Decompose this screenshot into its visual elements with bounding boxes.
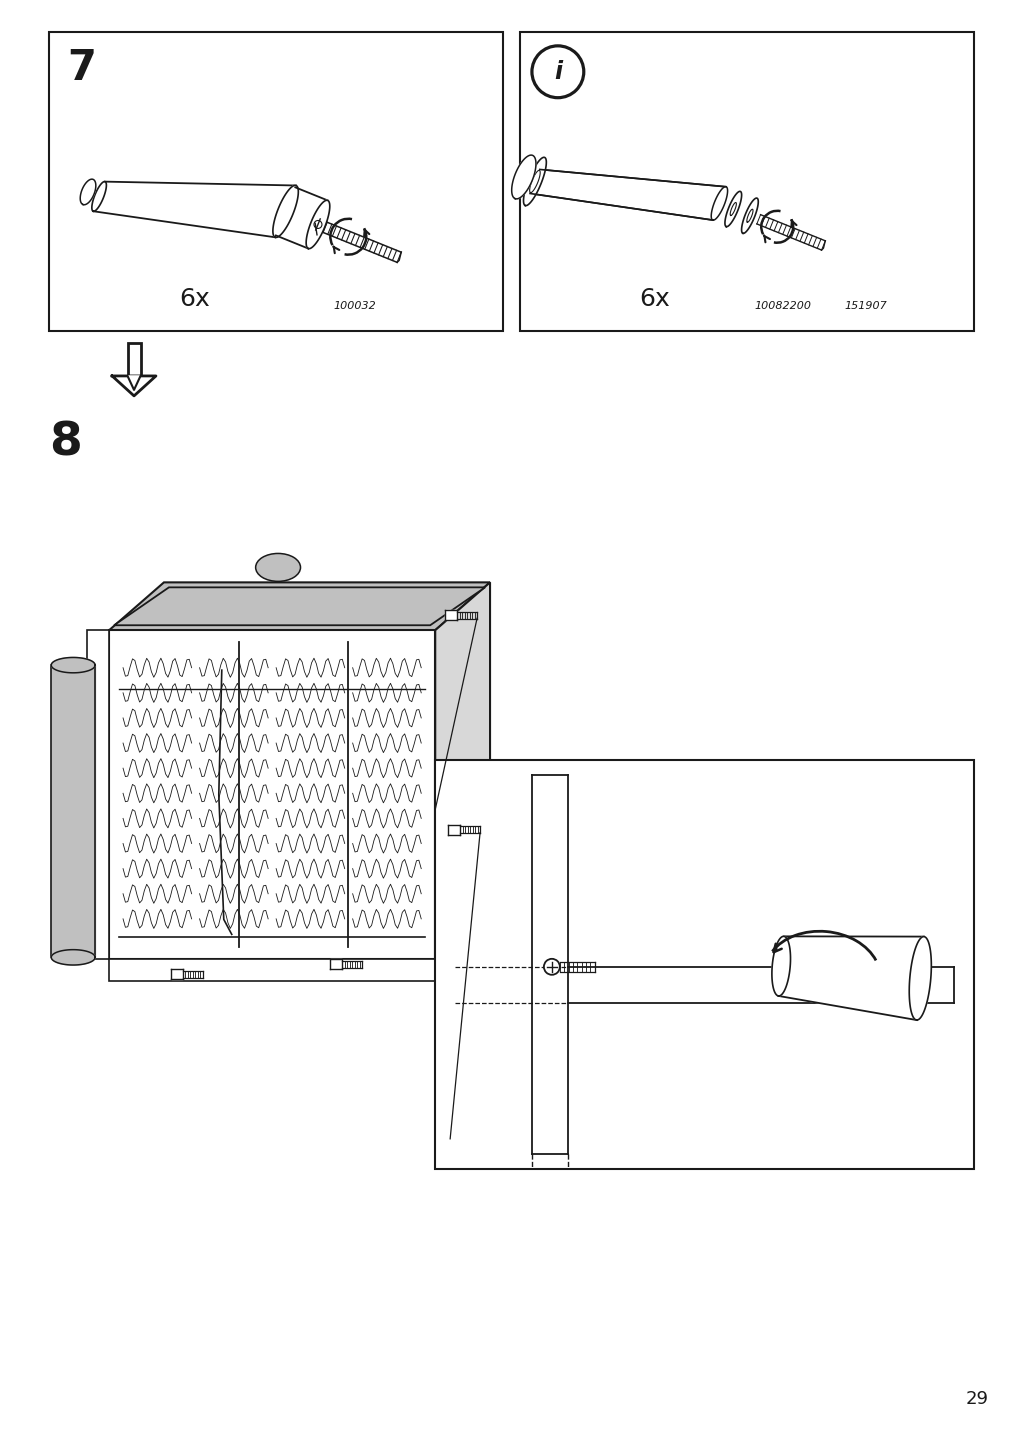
Polygon shape (741, 198, 757, 233)
Text: 7: 7 (67, 47, 96, 89)
Polygon shape (530, 169, 726, 221)
Text: 100032: 100032 (334, 301, 376, 311)
Ellipse shape (256, 553, 300, 581)
Polygon shape (435, 583, 489, 959)
Text: 10082200: 10082200 (753, 301, 811, 311)
Text: 6x: 6x (179, 286, 209, 311)
Polygon shape (80, 179, 96, 205)
Text: 8: 8 (50, 421, 82, 465)
Polygon shape (523, 158, 546, 206)
Polygon shape (171, 969, 183, 979)
Polygon shape (448, 825, 460, 835)
Polygon shape (109, 959, 435, 981)
Polygon shape (273, 185, 298, 238)
Text: 151907: 151907 (843, 301, 886, 311)
Polygon shape (52, 949, 95, 965)
Text: i: i (553, 60, 561, 84)
Text: 6x: 6x (639, 286, 669, 311)
Bar (520, 32, 973, 331)
Polygon shape (276, 188, 328, 249)
Polygon shape (52, 657, 95, 673)
Polygon shape (109, 583, 489, 630)
Bar (435, 760, 973, 1169)
Polygon shape (711, 186, 727, 221)
Polygon shape (567, 967, 952, 1002)
Polygon shape (52, 664, 95, 958)
Polygon shape (908, 937, 930, 1020)
Polygon shape (532, 775, 567, 1154)
Bar (50, 32, 502, 331)
Polygon shape (109, 630, 435, 959)
Polygon shape (127, 377, 141, 390)
Text: 29: 29 (964, 1390, 988, 1408)
Polygon shape (724, 192, 741, 226)
Polygon shape (306, 200, 330, 249)
Polygon shape (112, 377, 156, 395)
Polygon shape (512, 155, 536, 199)
Polygon shape (87, 630, 109, 959)
Polygon shape (114, 587, 484, 626)
Bar (127, 344, 141, 377)
Polygon shape (445, 610, 457, 620)
Polygon shape (92, 182, 106, 212)
Polygon shape (331, 959, 342, 969)
Text: 6x: 6x (344, 959, 375, 984)
Polygon shape (93, 182, 296, 238)
Polygon shape (777, 937, 923, 1020)
Polygon shape (771, 937, 790, 995)
Circle shape (543, 959, 559, 975)
